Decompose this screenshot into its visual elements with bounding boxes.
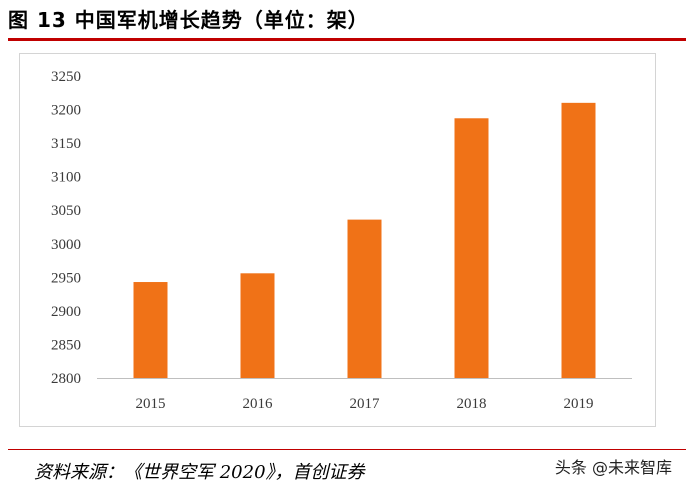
figure-title: 图 13 中国军机增长趋势（单位：架） <box>8 8 369 32</box>
chart-frame <box>19 53 656 427</box>
bar-chart: 2800 2850 2900 2950 3000 3050 3100 3150 3200 3250… <box>51 69 632 412</box>
y-tick-label: 3200 <box>51 103 81 119</box>
bar-2018 <box>454 118 489 378</box>
x-tick-label: 2019 <box>564 396 594 412</box>
y-tick-label: 3100 <box>51 170 81 186</box>
x-tick-label: 2016 <box>243 396 274 412</box>
bar-2015 <box>133 282 168 378</box>
x-tick-label: 2018 <box>457 396 487 412</box>
bar-2017 <box>347 219 382 378</box>
y-tick-label: 2850 <box>51 337 81 353</box>
y-tick-label: 3150 <box>51 136 81 152</box>
bar-2019 <box>561 102 596 378</box>
x-tick-label: 2017 <box>350 396 381 412</box>
y-tick-label: 3050 <box>51 203 81 219</box>
title-divider <box>8 38 686 41</box>
x-tick-label: 2015 <box>136 396 166 412</box>
y-tick-label: 2950 <box>51 270 81 286</box>
source-note: 资料来源：《世界空军 2020》，首创证券 <box>34 462 365 483</box>
source-divider <box>8 449 686 450</box>
watermark-label: 头条 @未来智库 <box>554 458 672 477</box>
y-tick-label: 3250 <box>51 69 81 85</box>
bar-2016 <box>240 273 275 378</box>
y-tick-label: 3000 <box>51 237 81 253</box>
watermark: 头条 @未来智库 <box>550 452 676 480</box>
y-tick-label: 2900 <box>51 304 81 320</box>
y-tick-label: 2800 <box>51 371 81 387</box>
